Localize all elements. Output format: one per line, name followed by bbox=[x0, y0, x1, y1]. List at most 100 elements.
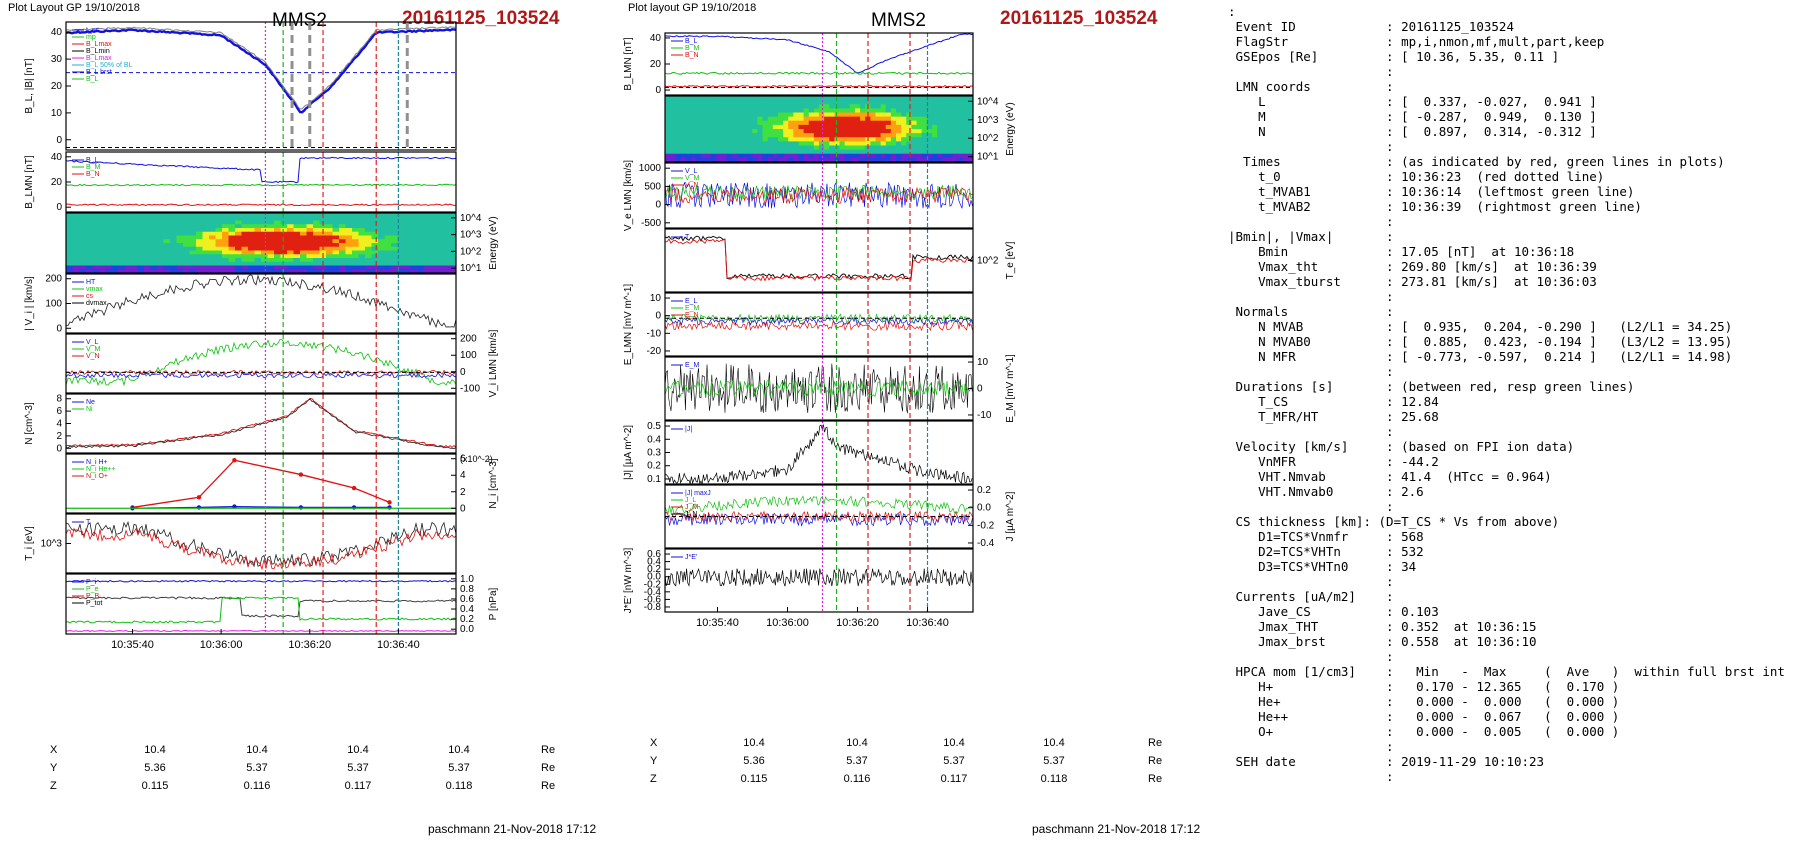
spectrogram-cell bbox=[319, 265, 327, 270]
spectrogram-cell bbox=[700, 141, 707, 146]
spectrogram-cell bbox=[931, 124, 938, 130]
spectrogram-cell bbox=[443, 213, 450, 218]
spectrogram-cell bbox=[854, 100, 861, 105]
tick-label: 10^3 bbox=[41, 539, 63, 550]
series-BL bbox=[65, 156, 457, 184]
spectrogram-cell bbox=[911, 116, 918, 122]
spectrogram-cell bbox=[410, 243, 418, 248]
legend-label: B_L 50% of BL bbox=[86, 62, 133, 69]
spectrogram-cell bbox=[300, 228, 307, 233]
spectrogram-cell bbox=[788, 124, 794, 130]
panel-frame bbox=[65, 151, 457, 213]
spectrogram-cell bbox=[215, 269, 223, 274]
legend-label: J_N bbox=[685, 511, 697, 518]
spectrogram-cell bbox=[844, 100, 851, 105]
spectrogram-cell bbox=[957, 100, 964, 105]
spectrogram-cell bbox=[875, 124, 882, 130]
spectrogram-cell bbox=[92, 243, 99, 248]
spectrogram-cell bbox=[695, 116, 702, 122]
spectrogram-cell bbox=[962, 137, 969, 142]
eph-value: 10.4 bbox=[347, 744, 369, 756]
spectrogram-cell bbox=[849, 141, 856, 146]
spectrogram-cell bbox=[890, 100, 897, 105]
spectrogram-cell bbox=[183, 213, 190, 218]
spectrogram-cell bbox=[79, 231, 86, 236]
spectrogram-cell bbox=[163, 220, 171, 225]
series-Ne bbox=[65, 397, 457, 448]
spectrogram-cell bbox=[967, 112, 974, 118]
spectrogram-cell bbox=[105, 261, 112, 266]
spectrogram-cell bbox=[824, 120, 830, 126]
spectrogram-cell bbox=[885, 149, 892, 155]
spectrogram-cell bbox=[880, 141, 887, 146]
spectrogram-cell bbox=[144, 216, 151, 221]
time-tick-label: 10:36:40 bbox=[377, 639, 420, 651]
spectrogram-cell bbox=[111, 213, 119, 218]
spectrogram-cell bbox=[189, 261, 197, 266]
spectrogram-cell bbox=[808, 133, 815, 138]
spectrogram-cell bbox=[844, 145, 851, 151]
spectrogram-cell bbox=[92, 231, 99, 236]
spectrogram-cell bbox=[358, 250, 366, 255]
spectrogram-cell bbox=[860, 108, 866, 113]
spectrogram-cell bbox=[235, 231, 242, 236]
spectrogram-cell bbox=[404, 220, 411, 225]
eph-unit: Re bbox=[1148, 755, 1163, 767]
spectrogram-cell bbox=[962, 149, 969, 155]
spectrogram-cell bbox=[449, 265, 457, 270]
spectrogram-cell bbox=[384, 254, 392, 259]
spectrogram-cell bbox=[157, 246, 164, 251]
spectrogram-cell bbox=[449, 216, 457, 221]
spectrogram-cell bbox=[767, 116, 774, 122]
spectrogram-cell bbox=[813, 116, 820, 122]
spectrogram-cell bbox=[209, 216, 216, 221]
spectrogram-cell bbox=[222, 243, 229, 248]
spectrogram-cell bbox=[803, 104, 810, 109]
spectrogram-cell bbox=[757, 153, 764, 159]
summary-line: D3=TCS*VHTn0 : 34 bbox=[1228, 559, 1417, 574]
series-JE bbox=[664, 567, 973, 587]
left-footer: paschmann 21-Nov-2018 17:12 bbox=[428, 822, 597, 836]
spectrogram-cell bbox=[202, 261, 210, 266]
spectrogram-cell bbox=[85, 228, 93, 233]
spectrogram-cell bbox=[280, 258, 288, 263]
spectrogram-cell bbox=[860, 96, 866, 101]
spectrogram-cell bbox=[196, 254, 203, 259]
spectrogram-cell bbox=[813, 124, 820, 130]
spectrogram-cell bbox=[443, 220, 450, 225]
summary-line: Event ID : 20161125_103524 bbox=[1228, 19, 1514, 34]
spectrogram-cell bbox=[762, 112, 769, 118]
spectrogram-cell bbox=[880, 112, 887, 118]
spectrogram-cell bbox=[131, 228, 138, 233]
spectrogram-cell bbox=[690, 124, 697, 130]
spectrogram-cell bbox=[293, 224, 301, 229]
spectrogram-cell bbox=[839, 104, 846, 109]
spectrogram-cell bbox=[326, 250, 333, 255]
spectrogram-cell bbox=[819, 116, 825, 122]
spectrogram-cell bbox=[267, 231, 275, 236]
spectrogram-cell bbox=[352, 228, 359, 233]
tick-label: 20 bbox=[51, 81, 63, 92]
spectrogram-cell bbox=[449, 213, 457, 218]
spectrogram-cell bbox=[711, 120, 717, 126]
spectrogram-cell bbox=[880, 108, 887, 113]
spectrogram-cell bbox=[85, 246, 93, 251]
spectrogram-cell bbox=[163, 265, 171, 270]
spectrogram-cell bbox=[261, 235, 268, 240]
spectrogram-cell bbox=[365, 254, 372, 259]
spectrogram-cell bbox=[808, 129, 815, 134]
spectrogram-cell bbox=[906, 96, 912, 101]
tick-label: 200 bbox=[460, 334, 477, 345]
spectrogram-cell bbox=[79, 246, 86, 251]
tick-label: 100 bbox=[460, 350, 477, 361]
axis-label: J [µA m^-2] bbox=[1005, 491, 1016, 541]
spectrogram-cell bbox=[293, 231, 301, 236]
spectrogram-cell bbox=[767, 129, 774, 134]
spectrogram-cell bbox=[124, 243, 132, 248]
spectrogram-cell bbox=[808, 96, 815, 101]
spectrogram-cell bbox=[721, 137, 728, 142]
spectrogram-cell bbox=[124, 224, 132, 229]
spectrogram-cell bbox=[772, 137, 779, 142]
spectrogram-cell bbox=[757, 120, 764, 126]
spectrogram-cell bbox=[788, 141, 794, 146]
